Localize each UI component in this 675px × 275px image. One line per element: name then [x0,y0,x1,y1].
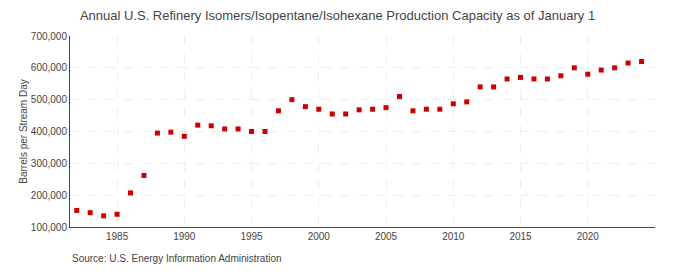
svg-text:1990: 1990 [173,231,196,242]
svg-text:600,000: 600,000 [31,62,68,73]
svg-text:300,000: 300,000 [31,158,68,169]
svg-text:1985: 1985 [106,231,129,242]
svg-text:2010: 2010 [442,231,465,242]
svg-text:700,000: 700,000 [31,31,68,42]
svg-text:400,000: 400,000 [31,126,68,137]
svg-text:2015: 2015 [509,231,532,242]
svg-text:Barrels per Stream Day: Barrels per Stream Day [18,79,29,183]
svg-text:1995: 1995 [240,231,263,242]
svg-text:Annual U.S. Refinery Isomers/I: Annual U.S. Refinery Isomers/Isopentane/… [80,8,595,23]
svg-text:Source: U.S. Energy Informatio: Source: U.S. Energy Information Administ… [72,253,282,264]
svg-text:500,000: 500,000 [31,94,68,105]
svg-text:2020: 2020 [577,231,600,242]
svg-text:100,000: 100,000 [31,222,68,233]
svg-text:200,000: 200,000 [31,190,68,201]
svg-text:2005: 2005 [375,231,398,242]
svg-text:2000: 2000 [308,231,331,242]
